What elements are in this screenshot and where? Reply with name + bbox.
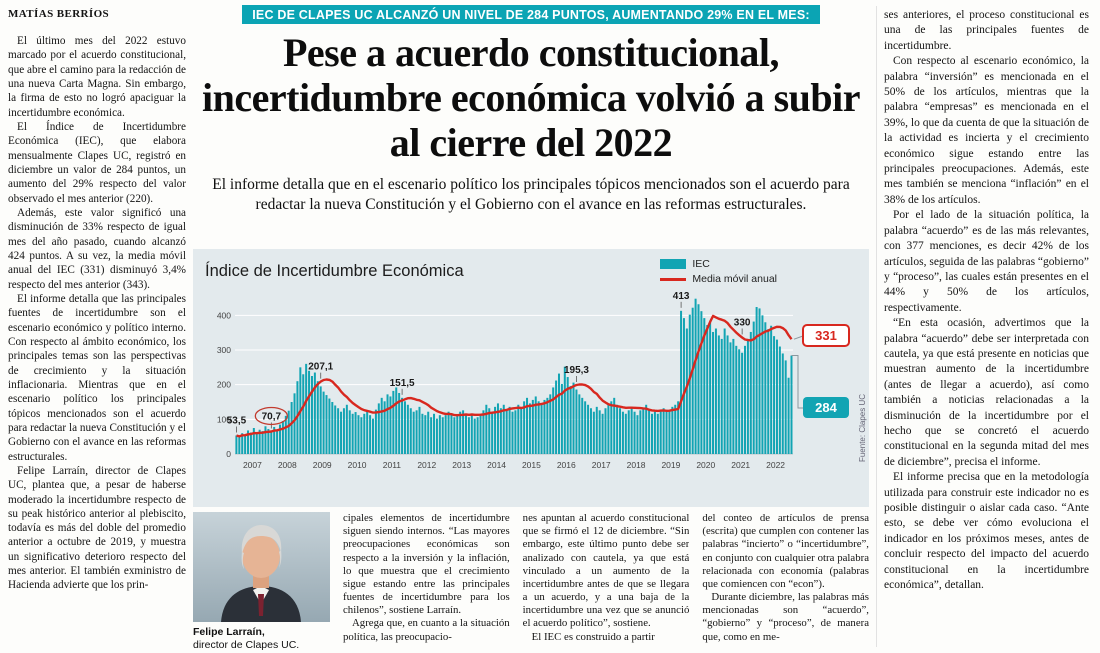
photo-caption-name: Felipe Larraín,	[193, 626, 265, 638]
paragraph: Felipe Larraín, director de Clapes UC, p…	[8, 464, 186, 592]
paragraph: Por el lado de la situación política, la…	[884, 209, 1089, 314]
svg-text:195,3: 195,3	[564, 365, 589, 376]
paragraph: El informe precisa que en la metodología…	[884, 471, 1089, 592]
svg-text:2013: 2013	[452, 460, 471, 470]
photo-column: Felipe Larraín, director de Clapes UC.	[193, 512, 330, 653]
article-column-1: El último mes del 2022 estuvo marcado po…	[8, 34, 186, 653]
photo-caption: Felipe Larraín, director de Clapes UC.	[193, 626, 330, 652]
svg-text:2011: 2011	[383, 460, 402, 470]
svg-text:2016: 2016	[557, 460, 576, 470]
svg-text:207,1: 207,1	[308, 362, 333, 373]
article-column-5: del conteo de artículos de prensa (escri…	[702, 512, 869, 653]
svg-text:413: 413	[673, 291, 690, 302]
svg-text:2020: 2020	[696, 460, 715, 470]
svg-text:2022: 2022	[766, 460, 785, 470]
svg-text:0: 0	[226, 449, 231, 459]
iec-bar-swatch-icon	[660, 259, 687, 269]
svg-text:53,5: 53,5	[227, 415, 247, 426]
paragraph: Además, este valor significó una disminu…	[8, 206, 186, 291]
chart-header: Índice de Incertidumbre Económica IEC Me…	[205, 258, 869, 288]
chart-source: Fuente: Clapes UC	[858, 393, 867, 462]
article-header: IEC DE CLAPES UC ALCANZÓ UN NIVEL DE 284…	[193, 5, 869, 215]
svg-text:2010: 2010	[348, 460, 367, 470]
paragraph: ses anteriores, el proceso constituciona…	[884, 9, 1089, 52]
svg-text:2019: 2019	[661, 460, 680, 470]
paragraph: El informe detalla que las principales f…	[8, 292, 186, 463]
svg-text:2015: 2015	[522, 460, 541, 470]
svg-text:284: 284	[815, 400, 837, 415]
svg-text:100: 100	[217, 414, 231, 424]
bottom-columns: Felipe Larraín, director de Clapes UC. c…	[193, 512, 869, 653]
paragraph: Durante diciembre, las palabras más menc…	[702, 591, 869, 643]
svg-text:330: 330	[734, 317, 751, 328]
paragraph: del conteo de artículos de prensa (escri…	[702, 512, 869, 590]
chart-legend: IEC Media móvil anual	[660, 258, 777, 288]
iec-chart-plot: 0 100 200 300 400 2007 2008 2009 2010 2011 2012 201…	[217, 291, 850, 470]
headline: Pese a acuerdo constitucional, incertidu…	[202, 30, 861, 165]
svg-text:400: 400	[217, 310, 231, 320]
paragraph: El IEC es construido a partir	[531, 630, 655, 643]
legend-label-iec: IEC	[692, 258, 710, 270]
svg-text:70,7: 70,7	[262, 411, 282, 422]
legend-label-media-movil: Media móvil anual	[692, 273, 777, 285]
svg-text:2008: 2008	[278, 460, 297, 470]
paragraph: Agrega que, en cuanto a la situación pol…	[343, 617, 510, 643]
svg-text:2012: 2012	[417, 460, 436, 470]
photo-caption-role: director de Clapes UC.	[193, 639, 300, 652]
article-column-6: ses anteriores, el proceso constituciona…	[884, 8, 1089, 653]
media-movil-line-swatch-icon	[660, 277, 687, 281]
paragraph: nes apuntan al acuerdo constitucional qu…	[522, 512, 690, 630]
byline: MATÍAS BERRÍOS	[8, 8, 110, 20]
paragraph: El Índice de Incertidumbre Económica (IE…	[8, 120, 186, 205]
legend-item-iec: IEC	[660, 258, 777, 270]
svg-text:151,5: 151,5	[390, 378, 415, 389]
svg-text:331: 331	[815, 328, 837, 343]
chart-title: Índice de Incertidumbre Económica	[205, 262, 464, 280]
kicker: IEC DE CLAPES UC ALCANZÓ UN NIVEL DE 284…	[242, 5, 820, 24]
deck: El informe detalla que en el escenario p…	[212, 176, 850, 214]
svg-text:2018: 2018	[627, 460, 646, 470]
paragraph: El último mes del 2022 estuvo marcado po…	[8, 35, 186, 119]
legend-item-media-movil: Media móvil anual	[660, 273, 777, 285]
paragraph: Con respecto al escenario económico, la …	[884, 55, 1089, 206]
svg-text:2007: 2007	[243, 460, 262, 470]
svg-text:300: 300	[217, 345, 231, 355]
svg-text:2021: 2021	[731, 460, 750, 470]
svg-text:2014: 2014	[487, 460, 506, 470]
svg-text:2009: 2009	[313, 460, 332, 470]
paragraph: “En esta ocasión, advertimos que la pala…	[884, 317, 1089, 468]
column-divider	[876, 6, 877, 647]
felipe-larrain-photo	[193, 512, 330, 622]
article-column-4: nes apuntan al acuerdo constitucional qu…	[523, 512, 690, 653]
svg-text:200: 200	[217, 380, 231, 390]
article-column-3: cipales elementos de incertidumbre sigue…	[343, 512, 510, 653]
svg-text:2017: 2017	[592, 460, 611, 470]
iec-chart-card: Índice de Incertidumbre Económica IEC Me…	[193, 249, 869, 507]
paragraph: cipales elementos de incertidumbre sigue…	[343, 512, 510, 617]
